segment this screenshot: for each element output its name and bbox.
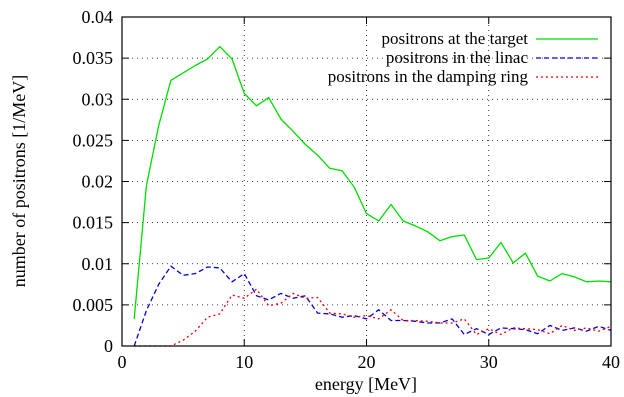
y-tick-label: 0.01 bbox=[82, 254, 114, 274]
x-tick-label: 20 bbox=[358, 352, 376, 372]
legend: positrons at the target positrons in the… bbox=[328, 29, 598, 86]
y-tick-label: 0.015 bbox=[73, 213, 114, 233]
axis-ticks bbox=[121, 16, 612, 347]
x-tick-label: 0 bbox=[118, 352, 127, 372]
x-tick-label: 40 bbox=[602, 352, 620, 372]
x-axis-title: energy [MeV] bbox=[315, 374, 417, 394]
x-tick-label: 10 bbox=[235, 352, 253, 372]
series-line-target bbox=[133, 45, 612, 319]
y-tick-label: 0 bbox=[104, 336, 113, 356]
y-tick-label: 0.035 bbox=[73, 48, 114, 68]
y-tick-label: 0.03 bbox=[82, 89, 114, 109]
legend-label-damping-ring: positrons in the damping ring bbox=[328, 67, 529, 86]
series-line-linac bbox=[133, 265, 612, 347]
legend-label-linac: positrons in the linac bbox=[386, 48, 529, 67]
y-tick-label: 0.005 bbox=[73, 295, 114, 315]
x-tick-labels: 0 10 20 30 40 bbox=[118, 352, 621, 372]
y-tick-label: 0.025 bbox=[73, 130, 114, 150]
y-axis-title: number of positrons [1/MeV] bbox=[9, 75, 29, 287]
y-tick-labels: 0 0.005 0.01 0.015 0.02 0.025 0.03 0.035 0.04 bbox=[73, 7, 114, 356]
series-line-damping-ring bbox=[134, 288, 612, 347]
x-tick-label: 30 bbox=[480, 352, 498, 372]
y-tick-label: 0.04 bbox=[82, 7, 114, 27]
series-lines bbox=[133, 45, 612, 347]
legend-label-target: positrons at the target bbox=[381, 29, 528, 48]
y-tick-label: 0.02 bbox=[82, 172, 114, 192]
